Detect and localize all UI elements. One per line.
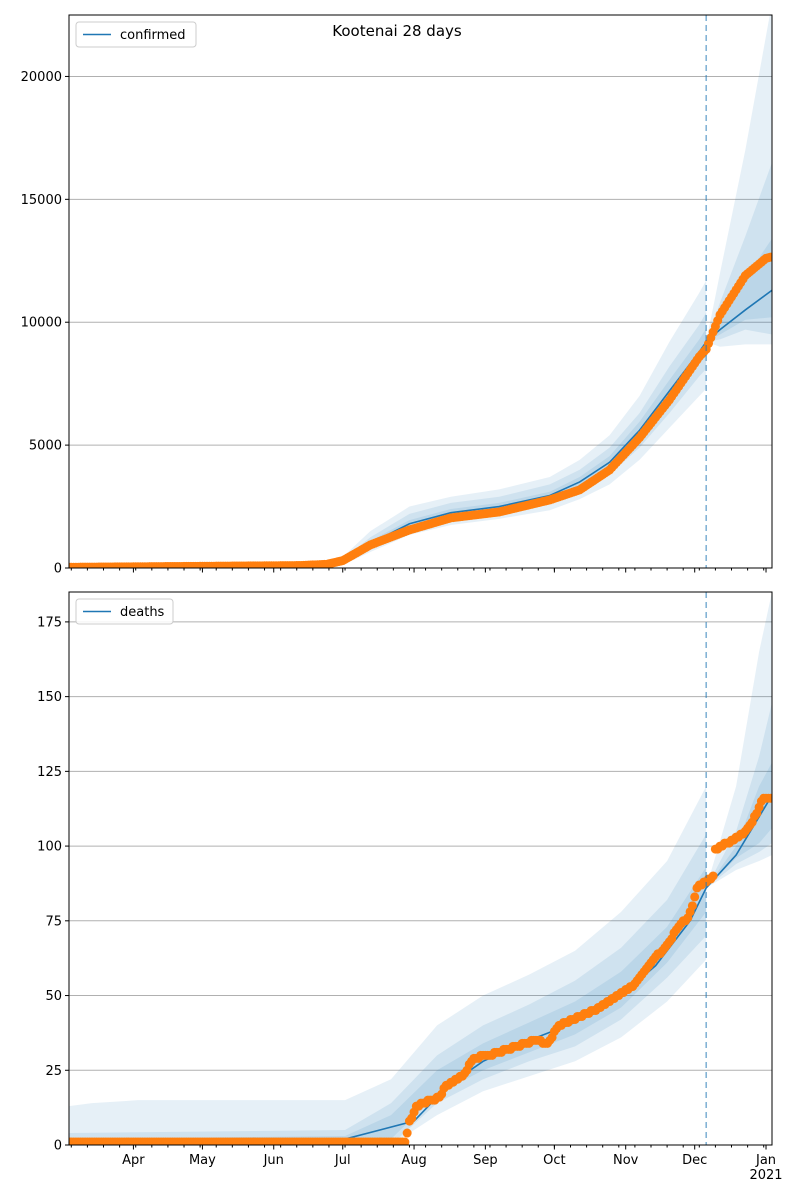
x-tick-label: Oct	[543, 1153, 565, 1168]
uncertainty-band-middle-forecast	[706, 162, 772, 342]
x-tick-label: Dec	[682, 1153, 707, 1168]
x-tick-label: Sep	[473, 1153, 498, 1168]
y-tick-label: 75	[45, 914, 62, 929]
observed-point	[402, 1128, 412, 1138]
observed-point	[690, 892, 700, 902]
chart-title: Kootenai 28 days	[332, 22, 462, 40]
x-tick-label: Jan	[755, 1153, 776, 1168]
legend-box	[75, 598, 174, 625]
uncertainty-band-outer-hindcast	[69, 280, 707, 568]
y-tick-label: 125	[37, 765, 62, 780]
uncertainty-band-middle-hindcast	[69, 834, 707, 1145]
y-tick-label: 10000	[21, 316, 62, 331]
plot-area	[69, 15, 772, 568]
y-tick-label: 20000	[21, 70, 62, 85]
legend-label: deaths	[120, 605, 165, 620]
uncertainty-band-inner-forecast	[706, 762, 772, 888]
y-tick-label: 25	[45, 1064, 62, 1079]
x-tick-sublabel: 2021	[749, 1168, 782, 1183]
observed-point	[766, 793, 772, 803]
y-tick-label: 175	[37, 615, 62, 630]
axes-frame	[68, 591, 773, 1146]
legend-label: confirmed	[120, 28, 186, 43]
y-tick-label: 50	[45, 989, 62, 1004]
observed-point	[400, 1137, 410, 1145]
observed-point	[766, 252, 772, 262]
y-tick-label: 0	[54, 1139, 62, 1154]
confirmed-panel: 0 5000 10000 15000 20000 confirmed	[21, 14, 773, 577]
y-tick-label: 100	[37, 840, 62, 855]
x-tick-label: May	[189, 1153, 216, 1168]
y-tick-label: 150	[37, 690, 62, 705]
plot-area	[69, 592, 772, 1145]
y-tick-label: 15000	[21, 193, 62, 208]
x-tick-label: Nov	[613, 1153, 639, 1168]
y-tick-label: 5000	[29, 439, 62, 454]
observed-point	[687, 901, 697, 911]
x-tick-label: Jun	[263, 1153, 284, 1168]
uncertainty-band-middle-forecast	[706, 702, 772, 888]
deaths-panel: 0 25 50 75 100 125 150 175 Apr May Jun Jul Aug Sep Oct…	[37, 591, 783, 1183]
uncertainty-band-outer-hindcast	[69, 786, 707, 1145]
uncertainty-band-inner-hindcast	[69, 867, 707, 1145]
observed-point	[708, 871, 718, 881]
x-tick-label: Jul	[334, 1153, 351, 1168]
x-tick-label: Apr	[122, 1153, 145, 1168]
axes-frame	[68, 14, 773, 569]
x-tick-label: Aug	[401, 1153, 426, 1168]
legend-box	[75, 21, 197, 48]
y-tick-label: 0	[54, 562, 62, 577]
